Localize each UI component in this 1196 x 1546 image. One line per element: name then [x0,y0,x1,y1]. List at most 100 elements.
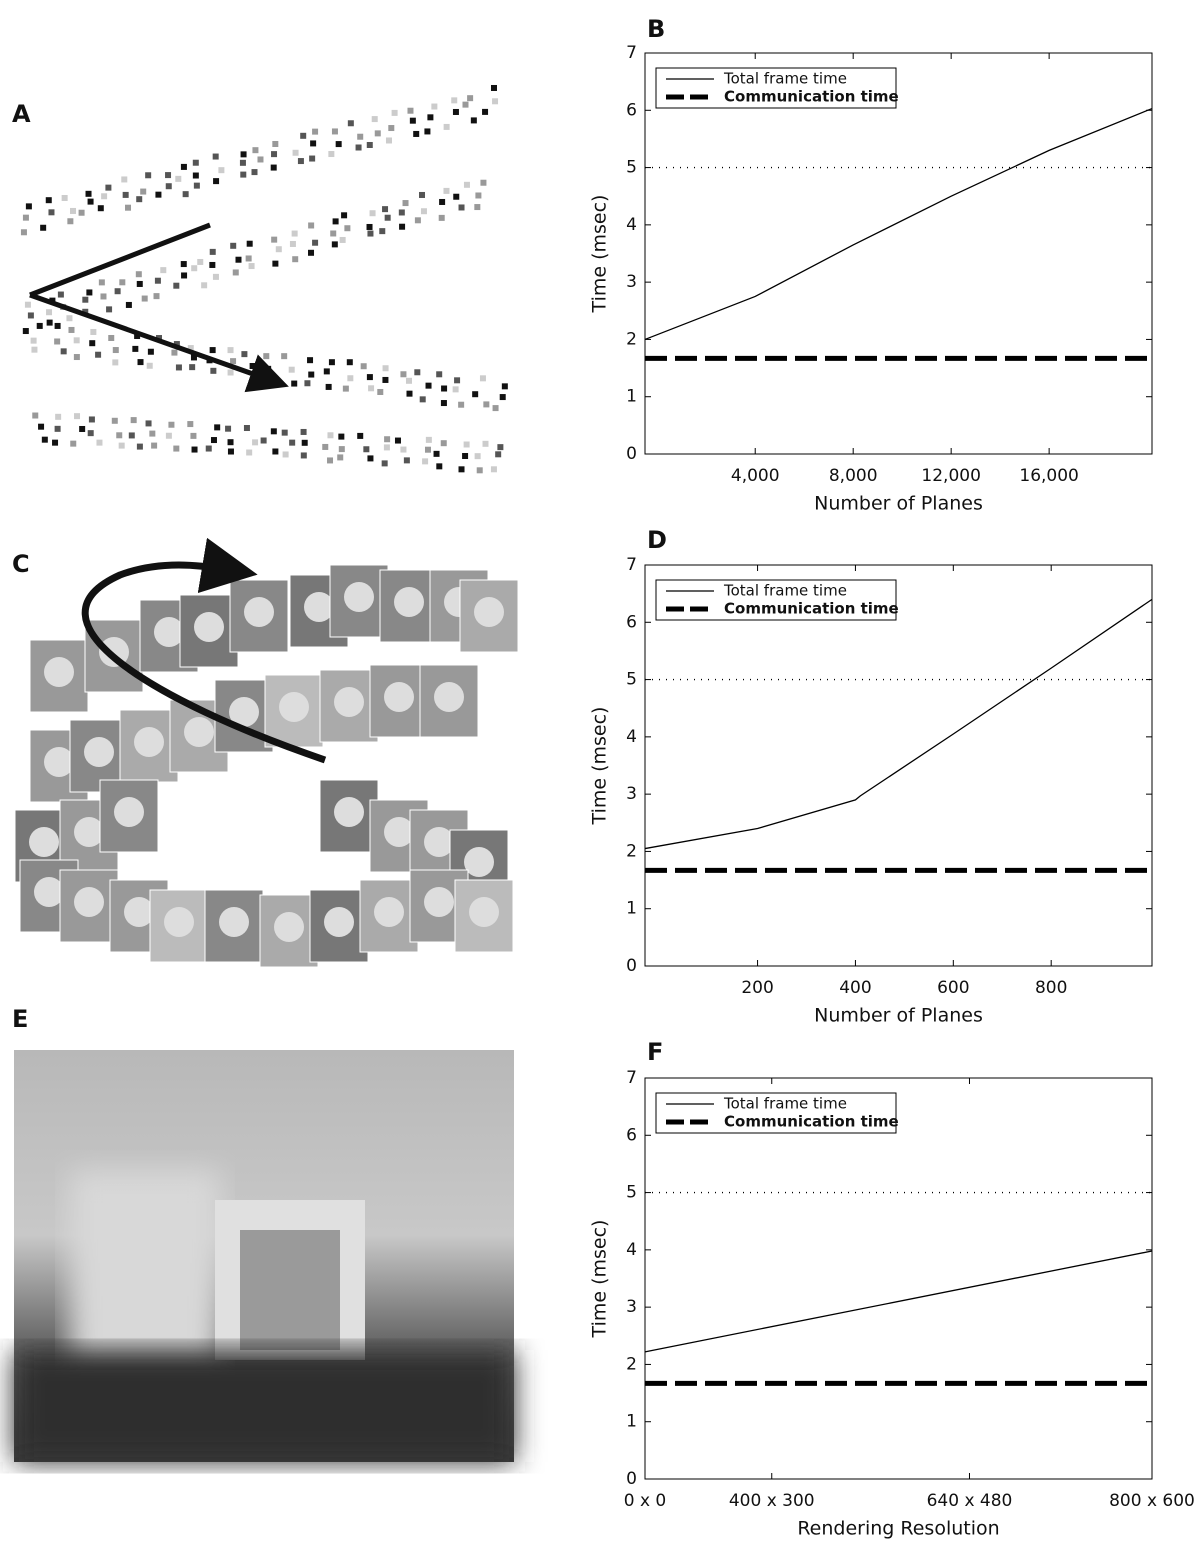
plane-dot [382,206,388,212]
face [424,887,454,917]
face [334,797,364,827]
plane-dot [23,328,29,334]
legend-label: Total frame time [723,70,847,88]
x-tick-label: 400 x 300 [729,1491,815,1511]
plane-dot [483,401,489,407]
plane-dot [407,108,413,114]
plane-dot [431,104,437,110]
plane-dot [214,424,220,430]
plane-dot [368,385,374,391]
series-line [645,1251,1152,1352]
plane-dot [132,346,138,352]
y-tick-label: 6 [626,1125,637,1145]
plane-dot [439,199,445,205]
plane-dot [375,130,381,136]
plane-dot [228,439,234,445]
plane-dot [86,289,92,295]
plane-dot [249,263,255,269]
x-tick-label: 200 [741,978,773,998]
plane-dot [66,315,72,321]
plane-dot [168,422,174,428]
plane-dot [145,172,151,178]
plane-dot [367,224,373,230]
plane-dot [343,386,349,392]
plane-dot [61,348,67,354]
plane-dot [464,182,470,188]
plane-array-illustration [21,85,508,473]
plane-dot [125,205,131,211]
chart-title: D [647,526,667,554]
plane-dot [209,262,215,268]
plane-dot [70,208,76,214]
plane-dot [464,442,470,448]
plot-frame [645,53,1152,454]
plane-dot [310,140,316,146]
plane-dot [240,172,246,178]
plane-dot [218,167,224,173]
plane-dot [74,337,80,343]
plane-dot [424,128,430,134]
face [84,737,114,767]
plane-dot [136,271,142,277]
plane-dot [367,231,373,237]
face [384,682,414,712]
plane-dot [339,446,345,452]
plane-dot [337,454,343,460]
plane-dot [55,323,61,329]
plane-dot [37,323,43,329]
x-axis-label: Rendering Resolution [797,1518,999,1540]
legend-label: Communication time [724,600,899,618]
plane-dot [176,364,182,370]
plane-dot [327,457,333,463]
plane-dot [302,440,308,446]
plane-dot [160,267,166,273]
face [29,827,59,857]
plane-dot [251,169,257,175]
plane-dot [246,450,252,456]
face [324,907,354,937]
legend-label: Total frame time [723,1095,847,1113]
y-tick-label: 3 [626,784,637,804]
plane-dot [419,192,425,198]
face [274,912,304,942]
y-tick-label: 4 [626,727,637,747]
plane-dot [213,178,219,184]
plane-dot [399,224,405,230]
plane-dot [146,420,152,426]
plane-dot [54,338,60,344]
plane-dot [475,192,481,198]
plane-dot [338,434,344,440]
plane-dot [46,309,52,315]
plane-dot [272,448,278,454]
plane-dot [271,165,277,171]
face [134,727,164,757]
plane-dot [58,292,64,298]
plane-dot [307,357,313,363]
plane-dot [451,97,457,103]
plane-dot [420,396,426,402]
plane-dot [252,439,258,445]
plane-dot [308,250,314,256]
plane-dot [23,215,29,221]
plane-dot [241,151,247,157]
plane-dot [497,444,503,450]
plane-dot [308,222,314,228]
plane-dot [31,347,37,353]
x-tick-label: 8,000 [829,466,878,486]
y-tick-label: 3 [626,272,637,292]
plane-dot [372,116,378,122]
plane-dot [154,293,160,299]
plane-dot [382,460,388,466]
plane-dot [271,428,277,434]
plane-dot [361,363,367,369]
plane-dot [298,158,304,164]
plane-dot [386,137,392,143]
x-tick-label: 600 [937,978,969,998]
plane-dot [324,368,330,374]
y-tick-label: 5 [626,1183,637,1203]
plane-dot [336,141,342,147]
y-tick-label: 1 [626,899,637,919]
plane-dot [439,215,445,221]
plane-dot [175,176,181,182]
plane-dot [25,302,31,308]
